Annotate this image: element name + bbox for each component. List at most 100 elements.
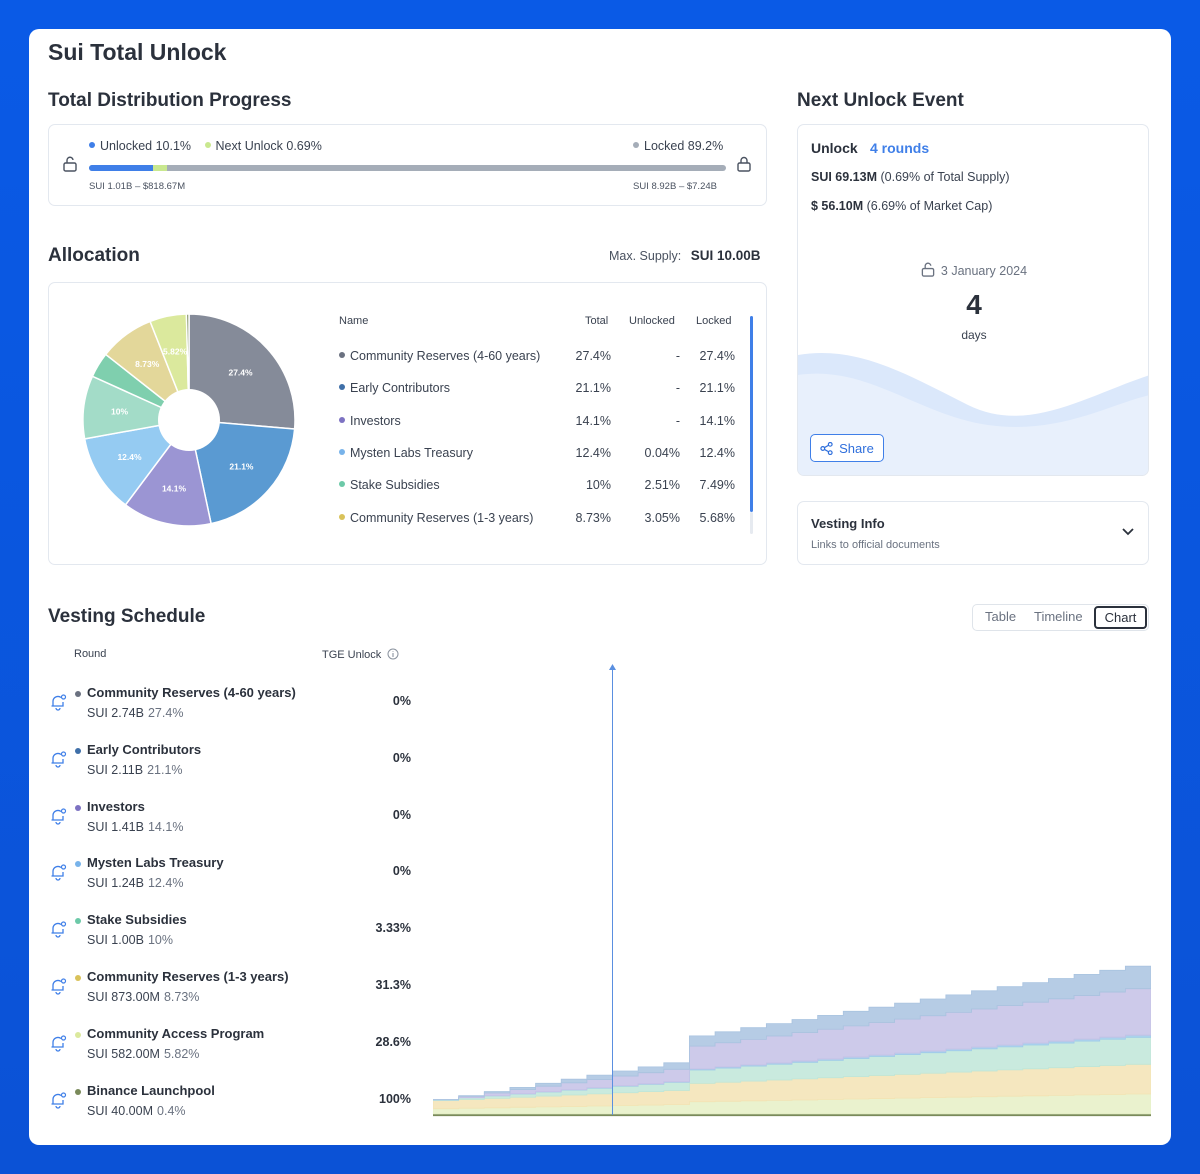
- vesting-row-name: Early Contributors: [87, 741, 202, 757]
- bell-icon[interactable]: [49, 693, 67, 711]
- vesting-row-amount-line: SUI 1.41B 14.1%: [87, 820, 183, 834]
- vesting-heading: Vesting Schedule: [48, 606, 206, 627]
- vesting-row-name: Stake Subsidies: [87, 912, 187, 928]
- vesting-row[interactable]: Early Contributors SUI 2.11B 21.1% 0%: [47, 742, 411, 792]
- pie-slice-label: 12.4%: [117, 452, 142, 462]
- bell-icon[interactable]: [49, 920, 67, 938]
- allocation-row[interactable]: Mysten Labs Treasury 12.4% 0.04% 12.4%: [339, 446, 735, 466]
- today-marker-arrow: [609, 664, 616, 670]
- allocation-row-name: Stake Subsidies: [339, 478, 440, 492]
- vesting-row[interactable]: Stake Subsidies SUI 1.00B 10% 3.33%: [47, 912, 411, 962]
- next-unlock-heading: Next Unlock Event: [797, 90, 964, 111]
- allocation-row-label: Community Reserves (1-3 years): [350, 510, 534, 525]
- pie-hole: [158, 389, 220, 451]
- vesting-row-name: Community Reserves (1-3 years): [87, 969, 289, 984]
- distribution-heading: Total Distribution Progress: [48, 90, 292, 111]
- vesting-row-dot: [75, 747, 81, 754]
- vesting-row-amount: SUI 1.41B: [87, 819, 144, 834]
- pie-slice-label: 21.1%: [229, 461, 254, 471]
- vesting-row-name: Community Reserves (4-60 years): [87, 685, 296, 700]
- col-total: Total: [585, 315, 609, 327]
- progress-next-fill: [152, 165, 168, 171]
- allocation-row-locked: 5.68%: [699, 510, 735, 525]
- allocation-row-name: Investors: [339, 414, 401, 428]
- allocation-scroll-track[interactable]: [750, 512, 753, 534]
- allocation-scrollbar[interactable]: [750, 316, 753, 512]
- vesting-row-pct: 14.1%: [147, 819, 184, 834]
- vesting-row[interactable]: Community Access Program SUI 582.00M 5.82%…: [47, 1026, 411, 1076]
- vesting-row-tge: 3.33%: [375, 921, 411, 936]
- next-unlock-label: Next Unlock 0.69%: [215, 139, 322, 153]
- next-unlock-dot: [204, 142, 211, 148]
- vesting-info-subtitle: Links to official documents: [811, 539, 940, 551]
- pie-slice[interactable]: [188, 419, 296, 525]
- tab-table[interactable]: Table: [985, 609, 1017, 624]
- allocation-row-dot: [339, 513, 345, 520]
- vesting-row-amount-line: SUI 2.11B 21.1%: [87, 763, 183, 777]
- allocation-row[interactable]: Stake Subsidies 10% 2.51% 7.49%: [339, 478, 735, 498]
- locked-label: Locked 89.2%: [644, 139, 724, 153]
- main-card: Sui Total Unlock Total Distribution Prog…: [29, 29, 1171, 1145]
- unlock-sui-note: (0.69% of Total Supply): [880, 170, 1010, 184]
- vesting-info-title: Vesting Info: [811, 516, 885, 531]
- vesting-row-tge: 0%: [392, 750, 411, 765]
- allocation-row-total: 10%: [585, 478, 611, 493]
- allocation-row-dot: [339, 448, 345, 455]
- vesting-row[interactable]: Mysten Labs Treasury SUI 1.24B 12.4% 0%: [47, 855, 411, 905]
- bell-icon[interactable]: [49, 807, 67, 825]
- allocation-row[interactable]: Community Reserves (4-60 years) 27.4% - 27.…: [339, 349, 735, 369]
- share-button[interactable]: Share: [810, 434, 884, 462]
- pie-slice[interactable]: [188, 313, 296, 430]
- unlock-usd-line: $ 56.10M (6.69% of Market Cap): [811, 199, 992, 213]
- allocation-row-name: Community Reserves (1-3 years): [339, 511, 533, 525]
- bell-icon[interactable]: [49, 1091, 67, 1109]
- vesting-row-name: Community Access Program: [87, 1025, 265, 1041]
- allocation-row-total: 27.4%: [575, 349, 611, 363]
- vesting-row-dot: [75, 918, 81, 925]
- allocation-row-unlocked: 3.05%: [644, 510, 680, 525]
- vesting-row-name: Investors: [87, 798, 145, 814]
- vesting-row-amount: SUI 2.11B: [87, 762, 144, 777]
- vesting-row-dot: [75, 861, 81, 868]
- rounds-link[interactable]: 4 rounds: [870, 140, 930, 156]
- bell-icon[interactable]: [49, 863, 67, 882]
- bell-icon[interactable]: [49, 1034, 67, 1052]
- allocation-row-dot: [339, 481, 345, 488]
- pie-slice[interactable]: [83, 418, 191, 506]
- chevron-down-icon: [1122, 528, 1134, 536]
- unlocked-dot: [89, 142, 95, 148]
- vesting-row[interactable]: Community Reserves (1-3 years) SUI 873.00…: [47, 969, 411, 1019]
- vesting-row[interactable]: Community Reserves (4-60 years) SUI 2.74B…: [47, 685, 411, 735]
- allocation-row-total: 12.4%: [575, 445, 611, 460]
- vesting-row-name: Binance Launchpool: [87, 1082, 215, 1098]
- allocation-row-name: Community Reserves (4-60 years): [339, 349, 540, 363]
- allocation-row-unlocked: -: [675, 381, 680, 396]
- bell-icon[interactable]: [49, 750, 67, 768]
- allocation-row[interactable]: Community Reserves (1-3 years) 8.73% 3.05%…: [339, 511, 735, 531]
- allocation-box: 27.4% 21.1% 14.1% 12.4% 10% 8.73% 5.82% Name T…: [48, 282, 767, 565]
- vesting-row-amount-line: SUI 582.00M 5.82%: [87, 1047, 199, 1061]
- unlock-date: 3 January 2024: [940, 264, 1028, 278]
- vesting-row-pct: 10%: [147, 933, 174, 948]
- vesting-row[interactable]: Investors SUI 1.41B 14.1% 0%: [47, 799, 411, 849]
- col-tge: TGE Unlock: [322, 648, 399, 661]
- unlocked-amount: SUI 1.01B – $818.67M: [89, 181, 186, 192]
- distribution-box: Unlocked 10.1% Next Unlock 0.69% Locked …: [48, 124, 767, 206]
- progress-unlocked-fill: [89, 165, 153, 171]
- countdown-value: 4: [966, 289, 982, 320]
- tab-timeline[interactable]: Timeline: [1034, 609, 1083, 624]
- tab-chart[interactable]: Chart: [1094, 606, 1147, 629]
- vesting-row[interactable]: Binance Launchpool SUI 40.00M 0.4% 100%: [47, 1083, 411, 1133]
- locked-dot: [633, 142, 639, 148]
- allocation-row-total: 21.1%: [575, 381, 611, 396]
- vesting-row-amount-line: SUI 2.74B 27.4%: [87, 706, 183, 720]
- info-icon[interactable]: [387, 648, 399, 660]
- bell-icon[interactable]: [49, 977, 67, 995]
- share-icon: [820, 441, 833, 455]
- vesting-info-dropdown[interactable]: Vesting Info Links to official documents: [797, 501, 1149, 565]
- allocation-row-dot: [339, 416, 345, 423]
- max-supply: Max. Supply: SUI 10.00B: [609, 248, 761, 263]
- allocation-row[interactable]: Early Contributors 21.1% - 21.1%: [339, 381, 735, 401]
- vesting-row-amount-line: SUI 1.24B 12.4%: [87, 876, 183, 890]
- allocation-row[interactable]: Investors 14.1% - 14.1%: [339, 414, 735, 434]
